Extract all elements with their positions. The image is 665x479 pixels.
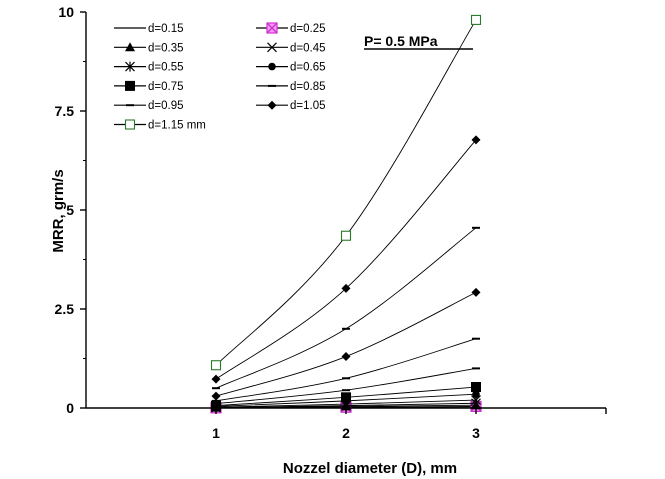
legend-label-d-0-55: d=0.55 bbox=[148, 62, 184, 74]
data-point-unlabeled-11-x2 bbox=[341, 283, 351, 293]
data-point-d-0-75-x2 bbox=[341, 392, 351, 403]
x-tick-label-2: 2 bbox=[342, 425, 350, 441]
data-point-d-1-15-mm-x2 bbox=[340, 230, 352, 241]
data-point-d-1-05-x2 bbox=[341, 352, 351, 362]
x-tick-label-1: 1 bbox=[212, 425, 220, 441]
legend-marker-d-0-25 bbox=[266, 22, 278, 34]
legend-label-d-0-45: d=0.45 bbox=[290, 42, 326, 54]
legend-label-d-1-05: d=1.05 bbox=[290, 100, 326, 112]
series-line-d-0-95 bbox=[215, 338, 477, 402]
legend-item-d-0-15: d=0.15 bbox=[114, 23, 184, 35]
legend-marker-d-0-65 bbox=[268, 62, 276, 71]
legend: d=0.15 d=0.25 d=0.35 d=0.45 d=0.55 d=0.65 d=0.… bbox=[114, 22, 326, 132]
legend-item-d-0-25: d=0.25 bbox=[256, 22, 326, 35]
legend-marker-d-0-75 bbox=[125, 80, 135, 91]
data-point-d-1-05-x1 bbox=[211, 391, 221, 401]
legend-item-d-0-55: d=0.55 bbox=[114, 62, 184, 74]
plot-area bbox=[210, 14, 482, 414]
series-d-0-85 bbox=[212, 367, 480, 405]
legend-item-d-0-85: d=0.85 bbox=[256, 81, 326, 93]
series-line-d-1-05 bbox=[215, 291, 477, 397]
series-line-unlabeled-10 bbox=[215, 227, 477, 389]
legend-marker-d-1-05 bbox=[267, 100, 277, 110]
pressure-annotation: P= 0.5 MPa bbox=[364, 33, 438, 49]
data-point-d-1-05-x3 bbox=[471, 287, 481, 297]
legend-label-d-0-75: d=0.75 bbox=[148, 81, 184, 93]
axes: 0 2.5 5 7.5 10 1 2 3 bbox=[55, 4, 607, 441]
y-tick-label-10: 10 bbox=[58, 4, 74, 20]
x-axis-title: Nozzel diameter (D), mm bbox=[283, 460, 457, 477]
legend-label-d-0-65: d=0.65 bbox=[290, 62, 326, 74]
legend-item-d-0-95: d=0.95 bbox=[114, 100, 184, 112]
y-tick-label-2-5: 2.5 bbox=[55, 301, 75, 317]
legend-label-d-0-15: d=0.15 bbox=[148, 23, 184, 35]
legend-label-d-1-15-mm: d=1.15 mm bbox=[148, 120, 206, 132]
legend-marker-d-0-45 bbox=[267, 42, 277, 53]
legend-label-d-0-95: d=0.95 bbox=[148, 100, 184, 112]
legend-marker-d-0-55 bbox=[125, 61, 135, 72]
legend-item-d-0-75: d=0.75 bbox=[114, 80, 184, 93]
legend-item-d-1-15-mm: d=1.15 mm bbox=[114, 119, 206, 132]
series-line-d-1-15-mm bbox=[215, 19, 477, 366]
data-point-d-1-15-mm-x1 bbox=[210, 360, 222, 371]
data-point-unlabeled-11-x3 bbox=[471, 135, 481, 145]
data-point-d-1-15-mm-x3 bbox=[470, 14, 482, 25]
data-point-d-0-75-x3 bbox=[471, 382, 481, 393]
data-point-d-0-65-x3 bbox=[472, 390, 480, 398]
y-tick-label-0: 0 bbox=[66, 400, 74, 416]
legend-label-d-0-35: d=0.35 bbox=[148, 42, 184, 54]
legend-item-d-0-45: d=0.45 bbox=[256, 42, 326, 54]
series-d-0-75 bbox=[211, 382, 481, 411]
series-unlabeled-10 bbox=[212, 226, 480, 390]
legend-label-d-0-85: d=0.85 bbox=[290, 81, 326, 93]
series-unlabeled-11 bbox=[211, 135, 481, 384]
y-tick-label-5: 5 bbox=[66, 202, 74, 218]
y-axis-title: MRR, grm/s bbox=[50, 169, 67, 252]
series-d-1-05 bbox=[211, 287, 481, 401]
x-tick-label-3: 3 bbox=[472, 425, 480, 441]
legend-marker-d-0-35 bbox=[125, 42, 135, 52]
legend-item-d-0-35: d=0.35 bbox=[114, 42, 184, 54]
y-tick-label-7-5: 7.5 bbox=[55, 103, 75, 119]
data-point-d-0-75-x1 bbox=[211, 400, 221, 411]
legend-item-d-0-65: d=0.65 bbox=[256, 62, 326, 74]
legend-label-d-0-25: d=0.25 bbox=[290, 23, 326, 35]
legend-marker-d-1-15-mm bbox=[124, 119, 136, 130]
data-point-unlabeled-11-x1 bbox=[211, 374, 221, 384]
legend-item-d-1-05: d=1.05 bbox=[256, 100, 326, 112]
series-d-1-15-mm bbox=[210, 14, 482, 371]
series-d-0-95 bbox=[212, 337, 480, 402]
